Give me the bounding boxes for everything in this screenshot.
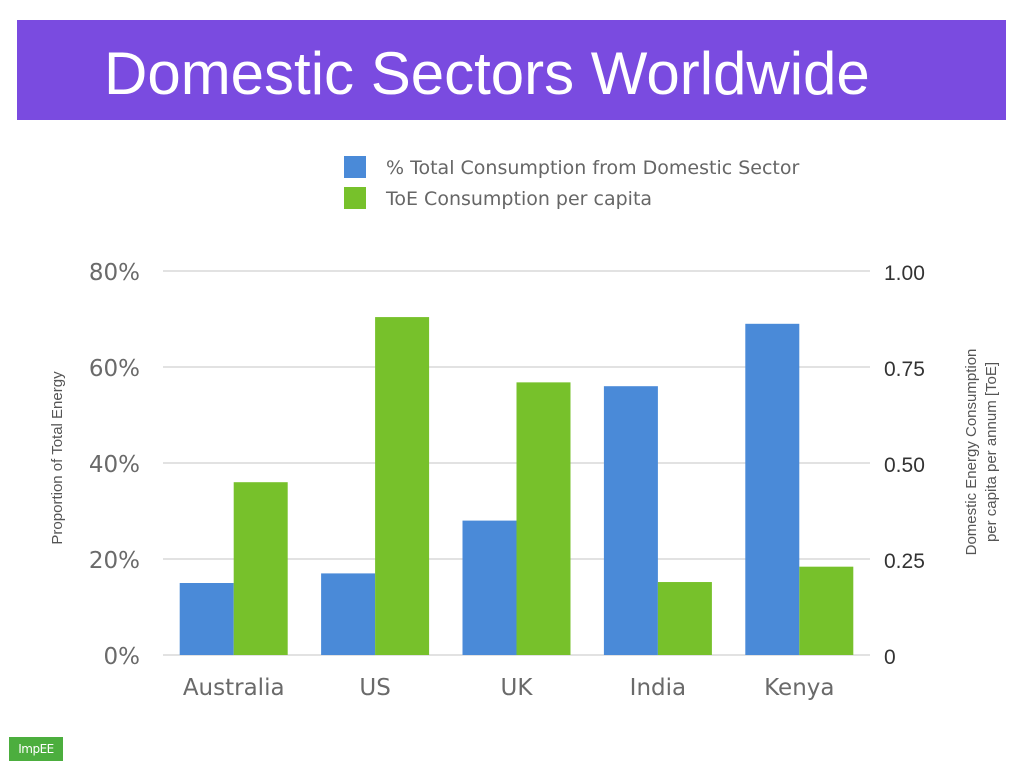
bar-domestic-kenya — [745, 323, 800, 655]
y-axis-left-ticks: 0% 20% 40% 60% 80% — [89, 260, 140, 670]
y-axis-right-ticks: 0 0.25 0.50 0.75 1.00 — [884, 262, 925, 669]
bar-toe-india — [657, 582, 712, 655]
y-tick-label-right: 0 — [884, 646, 896, 669]
page-title: Domestic Sectors Worldwide — [104, 40, 870, 107]
x-tick-label: India — [630, 675, 686, 701]
bar-toe-kenya — [799, 566, 854, 655]
legend-swatch — [344, 187, 366, 209]
bar-toe-us — [375, 317, 430, 655]
bar-toe-australia — [233, 482, 288, 655]
title-bar — [17, 20, 1006, 120]
y-tick-label-left: 40% — [89, 452, 140, 478]
legend-label: % Total Consumption from Domestic Sector — [386, 157, 799, 179]
y-tick-label-right: 0.75 — [884, 358, 925, 381]
x-tick-label: Australia — [183, 675, 285, 701]
y-tick-label-left: 20% — [89, 548, 140, 574]
y-tick-label-right: 0.25 — [884, 550, 925, 573]
y-tick-label-left: 60% — [89, 356, 140, 382]
legend-label: ToE Consumption per capita — [385, 188, 652, 210]
legend: % Total Consumption from Domestic Sector… — [344, 156, 799, 210]
x-tick-label: UK — [501, 675, 534, 701]
bars — [179, 317, 854, 655]
bar-domestic-us — [321, 573, 376, 655]
impee-logo: ImpEE — [9, 737, 63, 761]
y-axis-label-right-line1: Domestic Energy Consumption — [963, 349, 980, 556]
y-axis-label-left: Proportion of Total Energy — [49, 371, 66, 545]
y-axis-label-right: Domestic Energy Consumption per capita pe… — [963, 349, 1000, 556]
y-tick-label-right: 0.50 — [884, 454, 925, 477]
y-tick-label-left: 80% — [89, 260, 140, 286]
y-axis-label-right-line2: per capita per annum [ToE] — [983, 362, 1000, 542]
x-tick-label: Kenya — [764, 675, 834, 701]
bar-domestic-india — [603, 386, 658, 655]
y-tick-label-left: 0% — [104, 644, 141, 670]
y-tick-label-right: 1.00 — [884, 262, 925, 285]
x-tick-label: US — [359, 675, 390, 701]
bar-domestic-uk — [462, 520, 517, 655]
bar-domestic-australia — [179, 583, 234, 655]
legend-swatch — [344, 156, 366, 178]
bar-toe-uk — [516, 382, 571, 655]
x-axis-labels: Australia US UK India Kenya — [183, 675, 835, 701]
